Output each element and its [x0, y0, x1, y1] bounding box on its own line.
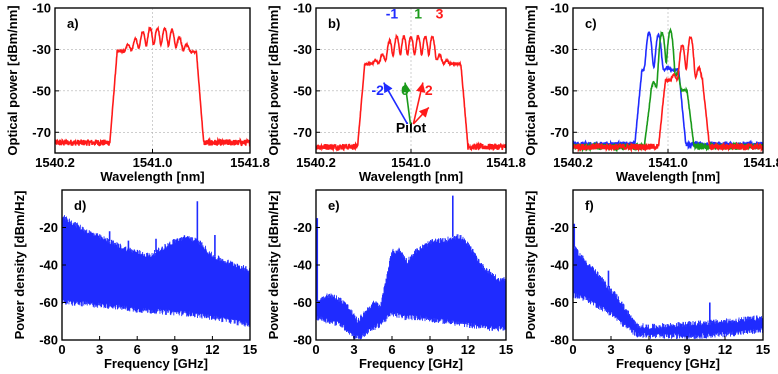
annotation-label: 2 [425, 82, 433, 98]
spectrum-band [316, 234, 506, 340]
x-axis-label: Frequency [GHz] [104, 356, 208, 371]
x-axis-label: Frequency [GHz] [359, 356, 463, 371]
annotation-label: -2 [372, 82, 385, 98]
spectrum-band [62, 215, 250, 327]
y-tick-label: -50 [550, 83, 569, 98]
y-tick-label: -80 [550, 333, 569, 348]
x-axis-label: Wavelength [nm] [359, 169, 463, 184]
annotation-label: -1 [386, 5, 399, 21]
x-tick-label: 6 [388, 342, 395, 357]
annotation-label: 3 [436, 5, 444, 21]
plot-series [62, 201, 250, 327]
y-tick-label: -30 [550, 42, 569, 57]
y-tick-label: -70 [293, 125, 312, 140]
x-tick-label: 3 [607, 342, 614, 357]
y-tick-label: -60 [550, 295, 569, 310]
y-tick-label: -60 [293, 295, 312, 310]
y-tick-label: -10 [550, 1, 569, 16]
y-tick-label: -80 [293, 333, 312, 348]
x-tick-label: 1540.2 [296, 155, 336, 170]
y-axis-label: Power density [dBm/Hz] [12, 191, 27, 340]
x-axis-label: Frequency [GHz] [616, 356, 720, 371]
panel-a: 1540.2 1541.0 1541.8 -70 -50 -30 -10 Wavelength… [5, 1, 270, 185]
plot-series [316, 195, 506, 340]
x-tick-label: 15 [243, 342, 257, 357]
y-axis-label: Optical power [dBm/nm] [266, 5, 281, 155]
pilot-arrow [401, 82, 412, 125]
y-tick-label: -20 [39, 220, 58, 235]
plot-series [55, 25, 250, 147]
panel-label: a) [67, 16, 79, 31]
x-tick-label: 1541.8 [743, 155, 778, 170]
y-tick-label: -70 [550, 125, 569, 140]
panel-label: f) [585, 198, 594, 213]
x-tick-label: 1541.0 [133, 155, 173, 170]
spectrum-band [573, 246, 763, 340]
x-tick-label: 6 [134, 342, 141, 357]
y-tick-label: -40 [550, 258, 569, 273]
x-tick-label: 1541.8 [230, 155, 270, 170]
annotation-label: 1 [414, 5, 422, 21]
x-tick-label: 1541.0 [391, 155, 431, 170]
x-tick-label: 1540.2 [553, 155, 593, 170]
plot-series [316, 33, 506, 153]
pilot-arrow [412, 106, 430, 125]
x-tick-label: 9 [683, 342, 690, 357]
y-axis-label: Power density [dBm/Hz] [523, 191, 538, 340]
x-tick-label: 0 [58, 342, 65, 357]
x-tick-label: 1541.8 [486, 155, 526, 170]
panel-label: d) [74, 198, 86, 213]
panel-b: 1540.2 1541.0 1541.8 -70 -50 -30 -10 Wavelength… [266, 1, 526, 185]
y-tick-label: -70 [32, 125, 51, 140]
y-tick-label: -10 [32, 1, 51, 16]
x-tick-label: 15 [499, 342, 513, 357]
panel-e: 0 3 6 9 12 15 -80 -60 -40 -20 Frequency [GHz] Power… [266, 189, 513, 371]
pilot-arrow [412, 82, 426, 125]
x-tick-label: 9 [171, 342, 178, 357]
panel-label: b) [328, 16, 340, 31]
y-tick-label: -20 [293, 220, 312, 235]
panel-label: e) [328, 198, 340, 213]
x-tick-label: 12 [205, 342, 219, 357]
x-tick-label: 9 [426, 342, 433, 357]
x-tick-label: 6 [645, 342, 652, 357]
panel-c: 1540.2 1541.0 1541.8 -70 -50 -30 -10 Wavelength… [523, 1, 778, 185]
y-tick-label: -30 [293, 42, 312, 57]
x-tick-label: 12 [461, 342, 475, 357]
panel-label: c) [585, 16, 597, 31]
x-axis-label: Wavelength [nm] [616, 169, 720, 184]
y-tick-label: -40 [39, 258, 58, 273]
y-tick-label: -30 [32, 42, 51, 57]
x-tick-label: 3 [350, 342, 357, 357]
y-axis-label: Optical power [dBm/nm] [5, 5, 20, 155]
x-tick-label: 1541.0 [648, 155, 688, 170]
panel-f: 0 3 6 9 12 15 -80 -60 -40 -20 Frequency [GHz] Power… [523, 189, 770, 371]
plot-series [573, 27, 763, 153]
x-tick-label: 12 [718, 342, 732, 357]
series-line-0 [55, 25, 250, 147]
annotation-label: Pilot [396, 119, 427, 135]
y-tick-label: -10 [293, 1, 312, 16]
panel-d: 0 3 6 9 12 15 -80 -60 -40 -20 Frequency [GHz] Power… [12, 189, 257, 371]
y-tick-label: -40 [293, 258, 312, 273]
series-line-2 [573, 35, 763, 153]
y-tick-label: -50 [293, 83, 312, 98]
y-axis-label: Power density [dBm/Hz] [266, 191, 281, 340]
x-axis-label: Wavelength [nm] [100, 169, 204, 184]
pilot-arrow [382, 82, 409, 125]
y-tick-label: -20 [550, 220, 569, 235]
x-tick-label: 0 [569, 342, 576, 357]
x-tick-label: 1540.2 [35, 155, 75, 170]
series-line-0 [316, 33, 506, 153]
y-axis-label: Optical power [dBm/nm] [523, 5, 538, 155]
y-tick-label: -50 [32, 83, 51, 98]
y-tick-label: -60 [39, 295, 58, 310]
y-tick-label: -80 [39, 333, 58, 348]
x-tick-label: 0 [312, 342, 319, 357]
x-tick-label: 3 [96, 342, 103, 357]
plot-area [572, 189, 764, 341]
x-tick-label: 15 [756, 342, 770, 357]
